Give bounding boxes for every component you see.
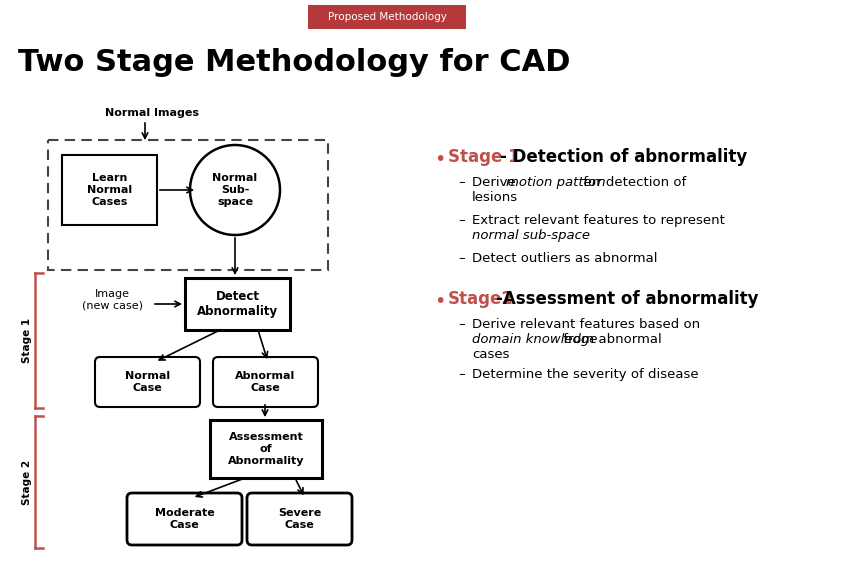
Text: domain knowledge: domain knowledge	[472, 333, 597, 346]
Text: for detection of: for detection of	[579, 176, 686, 189]
FancyBboxPatch shape	[62, 155, 157, 225]
Text: Image
(new case): Image (new case)	[81, 289, 143, 311]
Text: –: –	[458, 252, 465, 265]
Text: Extract relevant features to represent: Extract relevant features to represent	[472, 214, 725, 227]
Text: Stage 1: Stage 1	[448, 148, 519, 166]
Text: lesions: lesions	[472, 191, 518, 204]
Text: Stage2: Stage2	[448, 290, 514, 308]
FancyBboxPatch shape	[185, 278, 290, 330]
Text: Detect outliers as abnormal: Detect outliers as abnormal	[472, 252, 658, 265]
Circle shape	[190, 145, 280, 235]
Text: cases: cases	[472, 348, 510, 361]
Text: Normal
Case: Normal Case	[125, 371, 170, 393]
Text: Severe
Case: Severe Case	[278, 508, 321, 530]
Text: Abnormal
Case: Abnormal Case	[235, 371, 295, 393]
Text: Stage 1: Stage 1	[22, 318, 32, 363]
Text: •: •	[434, 292, 445, 311]
FancyBboxPatch shape	[127, 493, 242, 545]
FancyBboxPatch shape	[213, 357, 318, 407]
Text: •: •	[434, 150, 445, 169]
FancyBboxPatch shape	[247, 493, 352, 545]
Text: –: –	[458, 318, 465, 331]
Text: normal sub-space: normal sub-space	[472, 229, 590, 242]
Text: - Detection of abnormality: - Detection of abnormality	[500, 148, 747, 166]
Text: from abnormal: from abnormal	[559, 333, 662, 346]
Text: Learn
Normal
Cases: Learn Normal Cases	[87, 173, 132, 207]
Text: Stage 2: Stage 2	[22, 460, 32, 505]
FancyBboxPatch shape	[308, 5, 466, 29]
Text: Normal Images: Normal Images	[105, 108, 199, 118]
Text: Moderate
Case: Moderate Case	[155, 508, 214, 530]
Text: –: –	[458, 176, 465, 189]
Text: Proposed Methodology: Proposed Methodology	[327, 12, 447, 22]
Text: Normal
Sub-
space: Normal Sub- space	[213, 173, 257, 207]
Text: Assessment
of
Abnormality: Assessment of Abnormality	[228, 433, 304, 465]
Text: Detect
Abnormality: Detect Abnormality	[197, 290, 278, 318]
Text: motion pattern: motion pattern	[506, 176, 606, 189]
Text: -Assessment of abnormality: -Assessment of abnormality	[496, 290, 759, 308]
FancyBboxPatch shape	[95, 357, 200, 407]
Text: Derive: Derive	[472, 176, 520, 189]
Text: Determine the severity of disease: Determine the severity of disease	[472, 368, 699, 381]
Text: Derive relevant features based on: Derive relevant features based on	[472, 318, 700, 331]
Text: –: –	[458, 368, 465, 381]
Text: –: –	[458, 214, 465, 227]
Text: Two Stage Methodology for CAD: Two Stage Methodology for CAD	[18, 48, 570, 77]
FancyBboxPatch shape	[210, 420, 322, 478]
